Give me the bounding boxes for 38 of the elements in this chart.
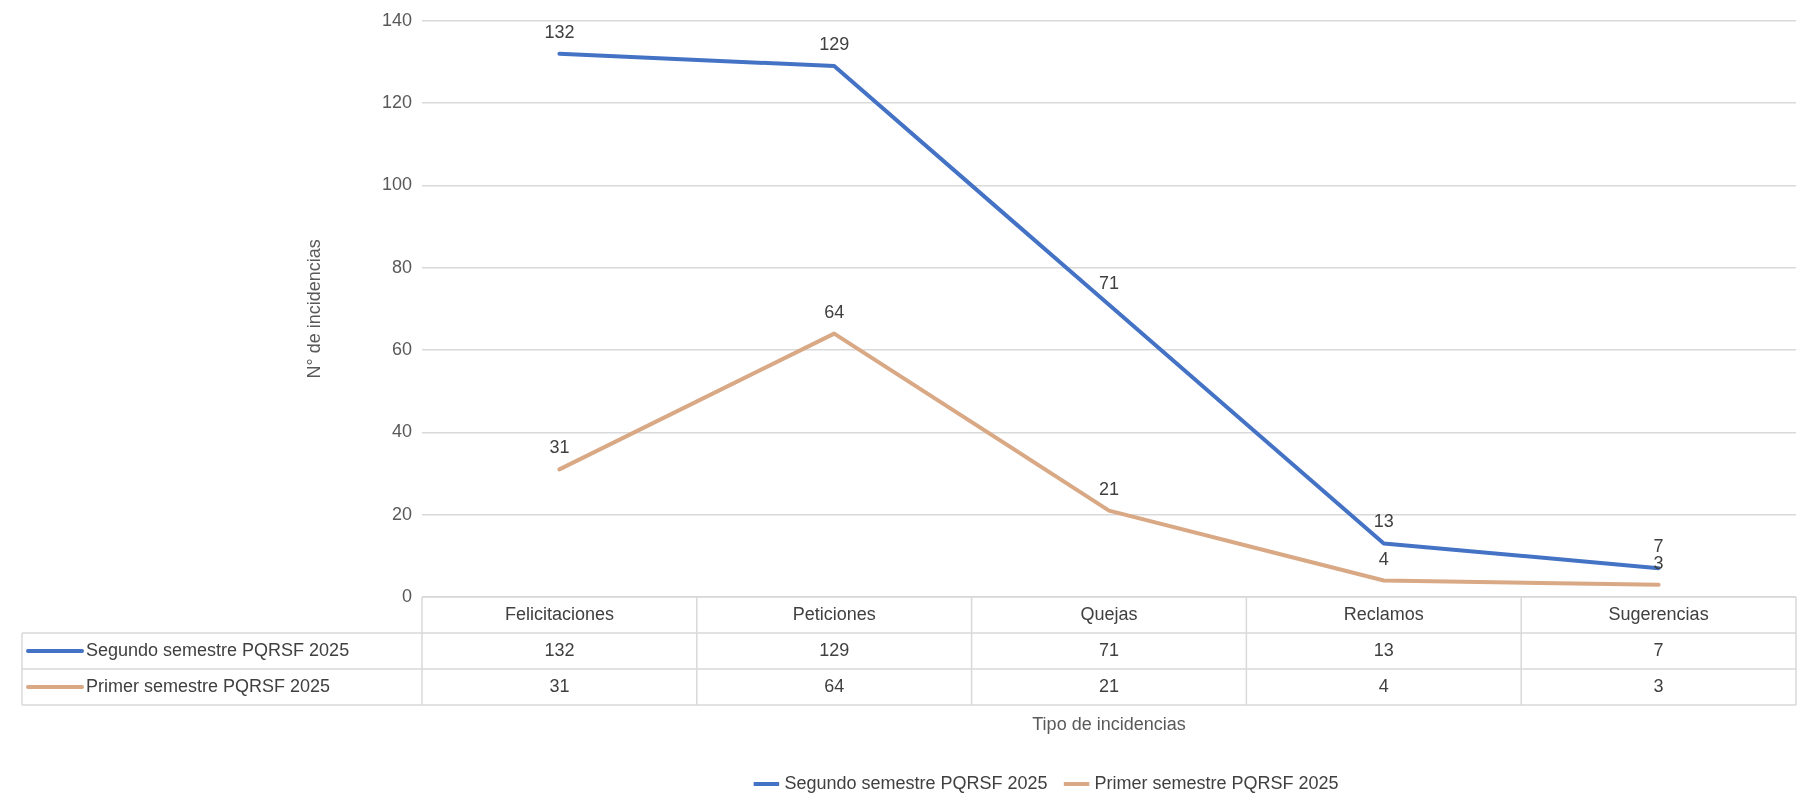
data-label: 64 [824, 675, 845, 696]
x-tick-label: Felicitaciones [504, 603, 614, 624]
data-label: 132 [544, 639, 575, 660]
text: Primer semestre PQRSF 2025 [86, 675, 331, 696]
data-label: 7 [1653, 639, 1664, 660]
x-tick-label: Quejas [1080, 603, 1138, 624]
x-tick-label: Peticiones [792, 603, 876, 624]
annotation: 132 [544, 21, 575, 42]
annotation: 129 [819, 34, 850, 55]
legend-label: Primer semestre PQRSF 2025 [1094, 772, 1339, 793]
data-label: 4 [1378, 675, 1389, 696]
annotation: 64 [824, 301, 845, 322]
annotation: 21 [1098, 478, 1120, 499]
y-tick-label: 0 [401, 585, 412, 606]
annotation: 7 [1653, 536, 1664, 557]
y-tick-label: 60 [391, 339, 412, 360]
data-label: 3 [1653, 675, 1664, 696]
y-tick-label: 40 [391, 421, 412, 442]
y-tick-label: 100 [381, 174, 412, 195]
x-tick-label: Sugerencias [1608, 603, 1709, 624]
data-label: 129 [819, 639, 850, 660]
annotation: 4 [1378, 548, 1389, 569]
y-axis-title: N° de incidencias [303, 239, 324, 379]
y-tick-label: 20 [391, 503, 412, 524]
x-tick-label: Reclamos [1343, 603, 1424, 624]
annotation: 71 [1098, 272, 1120, 293]
y-tick-label: 140 [381, 9, 412, 30]
annotation: 31 [549, 437, 570, 458]
data-label: 21 [1098, 675, 1120, 696]
data-label: 71 [1098, 639, 1120, 660]
x-axis-title: Tipo de incidencias [1032, 713, 1186, 734]
data-label: 13 [1373, 639, 1394, 660]
y-tick-label: 120 [381, 92, 412, 113]
legend-label: Segundo semestre PQRSF 2025 [784, 772, 1048, 793]
annotation: 13 [1373, 511, 1394, 532]
text: Segundo semestre PQRSF 2025 [86, 639, 350, 660]
y-tick-label: 80 [391, 256, 412, 277]
data-label: 31 [549, 675, 570, 696]
